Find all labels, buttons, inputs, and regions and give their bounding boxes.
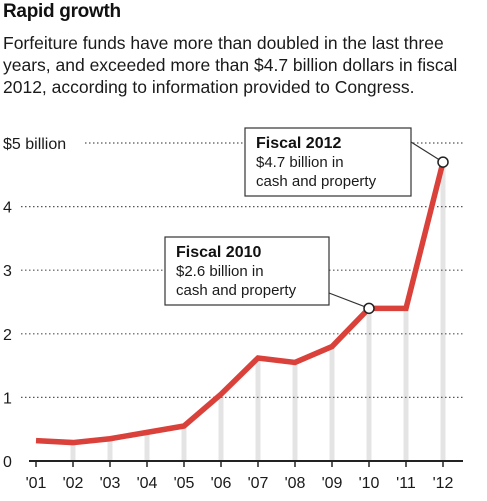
- x-tick-label: '12: [433, 475, 454, 492]
- y-tick-label: $5 billion: [3, 136, 66, 153]
- annotation-line: $4.7 billion in: [256, 154, 344, 171]
- annotation-title: Fiscal 2010: [176, 244, 262, 261]
- annotation-leader: [328, 292, 370, 309]
- y-tick-label: 1: [3, 390, 12, 407]
- x-tick-label: '09: [322, 475, 343, 492]
- chart-title: Rapid growth: [3, 1, 121, 22]
- annotation-line: cash and property: [176, 282, 297, 299]
- annotation-line: $2.6 billion in: [176, 263, 264, 280]
- annotation-box: [164, 236, 330, 306]
- series-line: [35, 161, 446, 446]
- y-tick-label: 4: [3, 200, 12, 217]
- x-tick-label: '04: [137, 475, 158, 492]
- x-tick-label: '06: [211, 475, 232, 492]
- y-tick-label: 2: [3, 327, 12, 344]
- x-tick-label: '08: [285, 475, 306, 492]
- x-tick-label: '07: [248, 475, 269, 492]
- x-tick-label: '03: [100, 475, 121, 492]
- y-tick-label: 0: [3, 454, 12, 471]
- annotation-line: cash and property: [256, 173, 377, 190]
- annotation-box: [244, 127, 412, 197]
- chart-subtitle: Forfeiture funds have more than doubled …: [3, 33, 458, 97]
- x-tick-label: '05: [174, 475, 195, 492]
- annotation-title: Fiscal 2012: [256, 135, 342, 152]
- x-tick-label: '01: [26, 475, 47, 492]
- x-tick-label: '11: [396, 475, 416, 492]
- x-tick-label: '02: [63, 475, 84, 492]
- x-tick-label: '10: [359, 475, 380, 492]
- data-point-marker: [437, 156, 449, 168]
- y-tick-label: 3: [3, 263, 12, 280]
- annotation-leader: [410, 141, 444, 163]
- data-point-marker: [363, 302, 375, 315]
